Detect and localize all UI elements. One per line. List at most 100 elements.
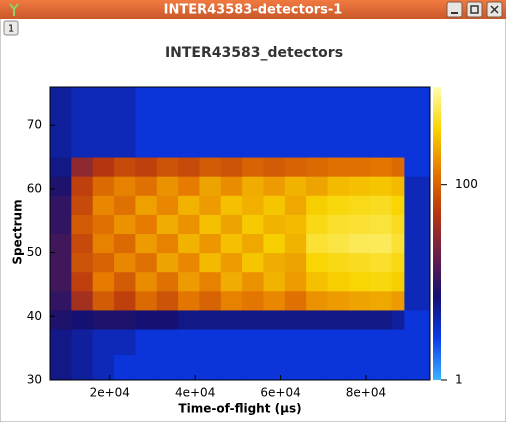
- heatmap-cell: [135, 252, 158, 273]
- heatmap-cell: [391, 290, 405, 311]
- heatmap-cell: [306, 214, 329, 234]
- heatmap-cell: [199, 87, 222, 126]
- heatmap-cell: [199, 309, 222, 330]
- heatmap-cell: [263, 214, 286, 234]
- heatmap-cell: [50, 329, 72, 356]
- x-tick-label: 8e+04: [346, 386, 386, 400]
- heatmap-cell: [284, 309, 307, 330]
- heatmap-cell: [92, 195, 115, 215]
- heatmap-cell: [92, 354, 115, 381]
- heatmap-cell: [327, 176, 350, 196]
- maximize-button[interactable]: [466, 1, 483, 18]
- heatmap-cell: [284, 290, 307, 311]
- y-tick-label: 50: [27, 245, 42, 259]
- heatmap-cell: [50, 354, 72, 381]
- heatmap-cell: [348, 195, 371, 215]
- minimize-button[interactable]: [446, 1, 463, 18]
- heatmap-cell: [114, 329, 136, 356]
- heatmap-cell: [263, 176, 286, 196]
- heatmap-cell: [370, 157, 393, 177]
- heatmap-cell: [391, 157, 405, 177]
- heatmap-cell: [156, 354, 179, 381]
- heatmap-cell: [306, 157, 329, 177]
- tab-button[interactable]: [3, 20, 19, 36]
- heatmap-cell: [263, 252, 286, 273]
- heatmap-cell: [284, 252, 307, 273]
- heatmap-cell: [370, 329, 393, 356]
- heatmap-cell: [327, 271, 350, 292]
- window-title: INTER43583-detectors-1: [164, 3, 343, 18]
- heatmap-cell: [391, 233, 405, 254]
- heatmap-cell: [220, 214, 243, 234]
- heatmap-cell: [199, 329, 222, 356]
- heatmap-cell: [242, 195, 264, 215]
- heatmap-cell: [71, 195, 94, 215]
- heatmap-cell: [71, 252, 94, 273]
- heatmap-cell: [306, 87, 329, 126]
- heatmap-cell: [92, 309, 115, 330]
- heatmap-cell: [92, 233, 115, 254]
- heatmap-cell: [370, 309, 393, 330]
- heatmap-cell: [327, 233, 350, 254]
- heatmap-cell: [306, 233, 329, 254]
- heatmap-cell: [306, 354, 329, 381]
- heatmap-cell: [242, 252, 264, 273]
- heatmap-cell: [156, 214, 179, 234]
- heatmap-cell: [178, 214, 200, 234]
- heatmap-cell: [71, 87, 94, 126]
- heatmap-cell: [92, 125, 115, 158]
- heatmap-cell: [71, 214, 94, 234]
- heatmap-cell: [242, 329, 264, 356]
- heatmap-cell: [327, 157, 350, 177]
- heatmap-cell: [220, 309, 243, 330]
- heatmap-cell: [135, 125, 158, 158]
- heatmap-cell: [92, 214, 115, 234]
- title-bar: [0, 0, 506, 19]
- heatmap-cell: [327, 309, 350, 330]
- heatmap-cell: [348, 252, 371, 273]
- heatmap-cell: [370, 233, 393, 254]
- heatmap-cell: [370, 195, 393, 215]
- heatmap-cell: [263, 87, 286, 126]
- heatmap-cell: [242, 233, 264, 254]
- heatmap-cell: [370, 354, 393, 381]
- heatmap-cell: [156, 252, 179, 273]
- heatmap-cell: [92, 176, 115, 196]
- heatmap-cell: [135, 354, 158, 381]
- heatmap-cell: [404, 214, 431, 234]
- heatmap-cell: [135, 157, 158, 177]
- heatmap-cell: [242, 125, 264, 158]
- heatmap-cell: [284, 125, 307, 158]
- y-axis-label: Spectrum: [11, 199, 25, 264]
- heatmap-cell: [404, 271, 431, 292]
- heatmap-cell: [92, 290, 115, 311]
- heatmap-cell: [348, 329, 371, 356]
- heatmap-cell: [370, 87, 393, 126]
- heatmap-cell: [220, 354, 243, 381]
- heatmap-cell: [348, 125, 371, 158]
- heatmap-cell: [404, 354, 431, 381]
- x-tick-label: 6e+04: [260, 386, 300, 400]
- heatmap-cell: [199, 233, 222, 254]
- heatmap-cell: [327, 252, 350, 273]
- heatmap-cell: [327, 214, 350, 234]
- heatmap-cell: [404, 195, 431, 215]
- heatmap-cell: [220, 233, 243, 254]
- heatmap-cell: [370, 214, 393, 234]
- heatmap-cell: [220, 271, 243, 292]
- heatmap-cell: [242, 354, 264, 381]
- heatmap-cell: [284, 329, 307, 356]
- heatmap-cell: [348, 309, 371, 330]
- heatmap-cell: [284, 157, 307, 177]
- heatmap-cell: [242, 214, 264, 234]
- heatmap-cell: [348, 157, 371, 177]
- heatmap-cell: [327, 354, 350, 381]
- heatmap-cell: [391, 214, 405, 234]
- heatmap-cell: [284, 87, 307, 126]
- heatmap-cell: [50, 125, 72, 158]
- app-icon: [9, 3, 19, 16]
- heatmap-cell: [156, 87, 179, 126]
- heatmap-cell: [178, 309, 200, 330]
- heatmap-cell: [391, 309, 405, 330]
- heatmap-cell: [50, 87, 72, 126]
